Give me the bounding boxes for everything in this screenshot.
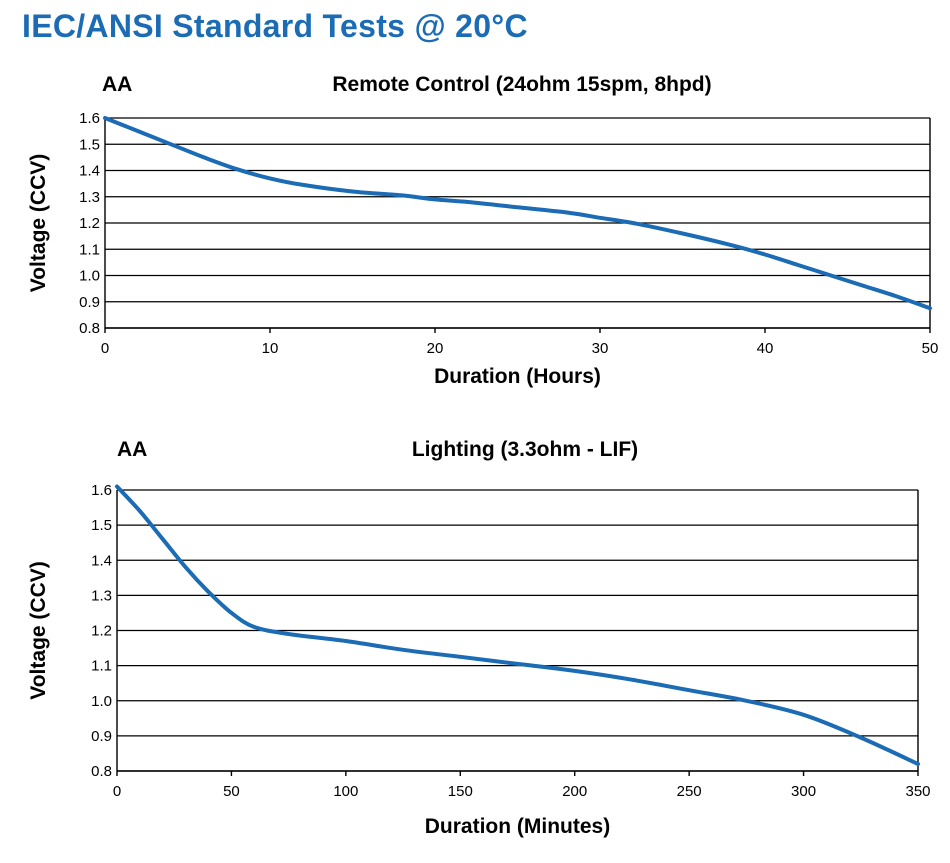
page-title: IEC/ANSI Standard Tests @ 20°C bbox=[22, 8, 528, 44]
x-tick-label: 200 bbox=[562, 783, 587, 800]
y-tick-label: 1.2 bbox=[91, 623, 112, 640]
x-tick-label: 150 bbox=[448, 783, 473, 800]
x-tick-label: 50 bbox=[922, 340, 939, 357]
x-tick-label: 300 bbox=[791, 783, 816, 800]
cell-size-label: AA bbox=[117, 438, 147, 461]
y-tick-label: 0.8 bbox=[79, 320, 100, 337]
chart-remote-control: 0.8 0.9 1.0 1.1 1.2 1.3 1.4 1.5 1.6 0 10 20 30 40 50 AA… bbox=[27, 73, 939, 388]
y-tick-label: 1.6 bbox=[91, 482, 112, 499]
cell-size-label: AA bbox=[102, 73, 132, 96]
chart-title: Lighting (3.3ohm - LIF) bbox=[412, 438, 638, 461]
x-axis-label: Duration (Minutes) bbox=[425, 815, 610, 838]
y-tick-label: 1.5 bbox=[79, 136, 100, 153]
x-tick-label: 50 bbox=[223, 783, 240, 800]
x-tick-label: 30 bbox=[592, 340, 609, 357]
y-tick-label: 0.9 bbox=[91, 728, 112, 745]
chart-lighting: 0.8 0.9 1.0 1.1 1.2 1.3 1.4 1.5 1.6 0 50 100 150 200 2… bbox=[27, 438, 931, 838]
y-tick-label: 1.1 bbox=[91, 658, 112, 675]
y-tick-label: 1.3 bbox=[91, 587, 112, 604]
y-tick-label: 1.4 bbox=[79, 163, 100, 180]
x-tick-label: 20 bbox=[427, 340, 444, 357]
x-tick-label: 350 bbox=[905, 783, 930, 800]
series-line bbox=[103, 116, 932, 311]
x-tick-label: 100 bbox=[333, 783, 358, 800]
y-tick-label: 1.6 bbox=[79, 110, 100, 127]
series-line bbox=[115, 484, 920, 766]
x-tick-label: 250 bbox=[677, 783, 702, 800]
y-axis-label: Voltage (CCV) bbox=[27, 561, 50, 699]
y-tick-label: 0.8 bbox=[91, 763, 112, 780]
y-tick-label: 1.5 bbox=[91, 517, 112, 534]
y-tick-label: 1.0 bbox=[91, 693, 112, 710]
x-tick-label: 10 bbox=[262, 340, 279, 357]
y-tick-label: 1.1 bbox=[79, 241, 100, 258]
y-tick-label: 0.9 bbox=[79, 294, 100, 311]
x-tick-label: 40 bbox=[757, 340, 774, 357]
y-tick-label: 1.3 bbox=[79, 189, 100, 206]
x-axis-label: Duration (Hours) bbox=[434, 365, 601, 388]
x-tick-label: 0 bbox=[101, 340, 109, 357]
x-tick-label: 0 bbox=[113, 783, 121, 800]
y-axis-label: Voltage (CCV) bbox=[27, 154, 50, 292]
chart-title: Remote Control (24ohm 15spm, 8hpd) bbox=[332, 73, 711, 96]
y-tick-label: 1.0 bbox=[79, 268, 100, 285]
y-tick-label: 1.2 bbox=[79, 215, 100, 232]
y-tick-label: 1.4 bbox=[91, 552, 112, 569]
